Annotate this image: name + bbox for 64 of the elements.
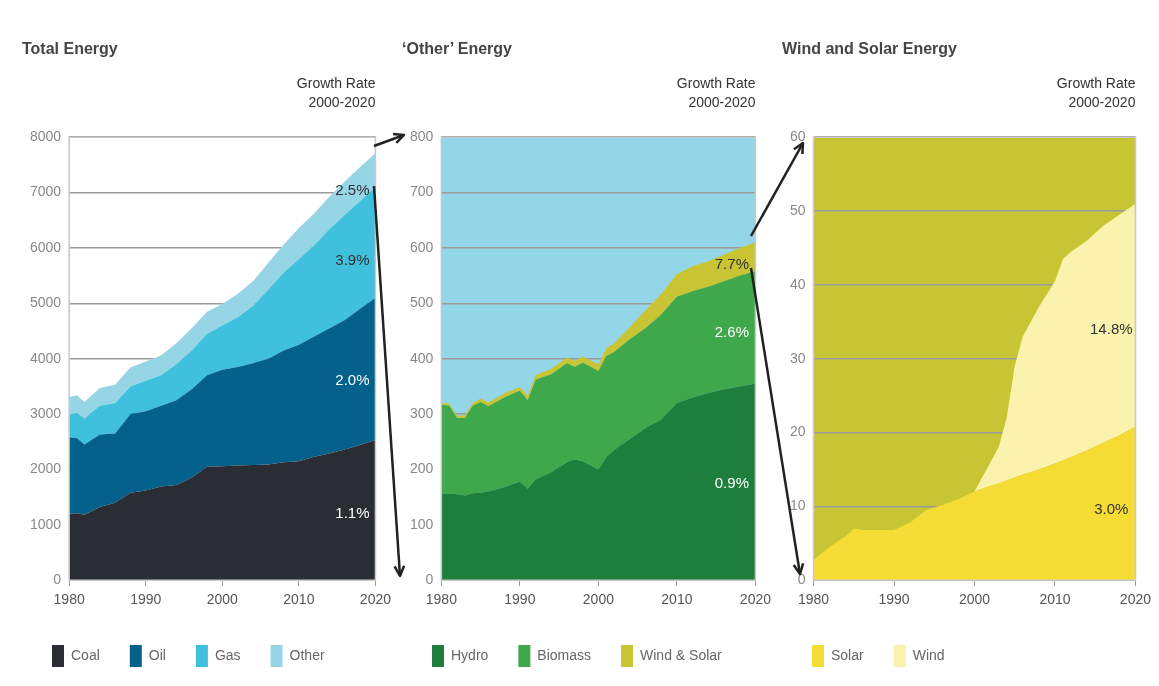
y-tick-label: 800 xyxy=(410,128,434,145)
legend-label: Wind & Solar xyxy=(640,646,723,663)
legend-label: Wind xyxy=(912,646,945,663)
chart-title: Wind and Solar Energy xyxy=(782,40,958,58)
x-tick-label: 2020 xyxy=(1119,591,1152,608)
y-tick-label: 5000 xyxy=(29,294,62,311)
annotation: 2.6% xyxy=(714,323,749,341)
y-tick-label: 6000 xyxy=(29,238,62,255)
y-tick-label: 4000 xyxy=(29,349,62,366)
annotation: 2.5% xyxy=(335,181,370,199)
y-tick-label: 600 xyxy=(410,238,434,255)
y-tick-label: 2000 xyxy=(29,460,62,477)
annotation: 2.0% xyxy=(335,370,370,388)
annotation: 14.8% xyxy=(1090,319,1133,337)
y-tick-label: 700 xyxy=(410,183,434,200)
y-tick-label: 10 xyxy=(789,497,806,514)
y-tick-label: 7000 xyxy=(29,183,62,200)
y-tick-label: 0 xyxy=(797,571,806,588)
annotation: 1.1% xyxy=(335,503,370,521)
legend-label: Other xyxy=(289,646,325,663)
annotation: 7.7% xyxy=(714,254,749,272)
y-tick-label: 60 xyxy=(789,128,806,145)
x-tick-label: 2000 xyxy=(582,591,615,608)
y-tick-label: 20 xyxy=(789,423,806,440)
annotation: 3.0% xyxy=(1094,499,1129,517)
x-tick-label: 1980 xyxy=(425,591,458,608)
annotation: 3.9% xyxy=(335,251,370,269)
y-tick-label: 200 xyxy=(410,460,434,477)
x-tick-label: 1990 xyxy=(878,591,910,608)
x-tick-label: 1990 xyxy=(130,591,162,608)
x-tick-label: 2020 xyxy=(739,591,772,608)
text: Growth Rate 2000-2020 xyxy=(676,75,756,111)
y-tick-label: 300 xyxy=(410,404,434,421)
x-tick-label: 2020 xyxy=(359,591,392,608)
y-tick-label: 30 xyxy=(789,349,806,366)
legend-label: Hydro xyxy=(451,646,489,663)
y-tick-label: 400 xyxy=(410,349,434,366)
x-tick-label: 2010 xyxy=(1039,591,1071,608)
chart-title: ‘Other’ Energy xyxy=(402,40,513,58)
y-tick-label: 1000 xyxy=(29,515,62,532)
text: Growth Rate 2000-2020 xyxy=(296,75,376,111)
x-tick-label: 1980 xyxy=(797,591,830,608)
legend-label: Solar xyxy=(831,646,865,663)
x-tick-label: 1980 xyxy=(53,591,85,608)
y-tick-label: 8000 xyxy=(29,128,62,145)
y-tick-label: 50 xyxy=(789,201,806,218)
annotation: 0.9% xyxy=(714,474,749,492)
y-tick-label: 40 xyxy=(789,275,806,292)
y-tick-label: 100 xyxy=(410,515,434,532)
y-tick-label: 3000 xyxy=(29,404,62,421)
x-tick-label: 2000 xyxy=(958,591,991,608)
x-tick-label: 2010 xyxy=(283,591,315,608)
x-tick-label: 2010 xyxy=(661,591,693,608)
chart-title: Total Energy xyxy=(22,40,118,58)
legend-label: Oil xyxy=(148,646,166,663)
y-tick-label: 0 xyxy=(53,571,62,588)
legend-label: Coal xyxy=(71,646,100,663)
legend-label: Biomass xyxy=(537,646,592,663)
y-tick-label: 500 xyxy=(410,294,434,311)
x-tick-label: 1990 xyxy=(504,591,536,608)
legend-label: Gas xyxy=(214,646,241,663)
y-tick-label: 0 xyxy=(425,571,434,588)
text: Growth Rate 2000-2020 xyxy=(1056,75,1136,111)
x-tick-label: 2000 xyxy=(206,591,239,608)
